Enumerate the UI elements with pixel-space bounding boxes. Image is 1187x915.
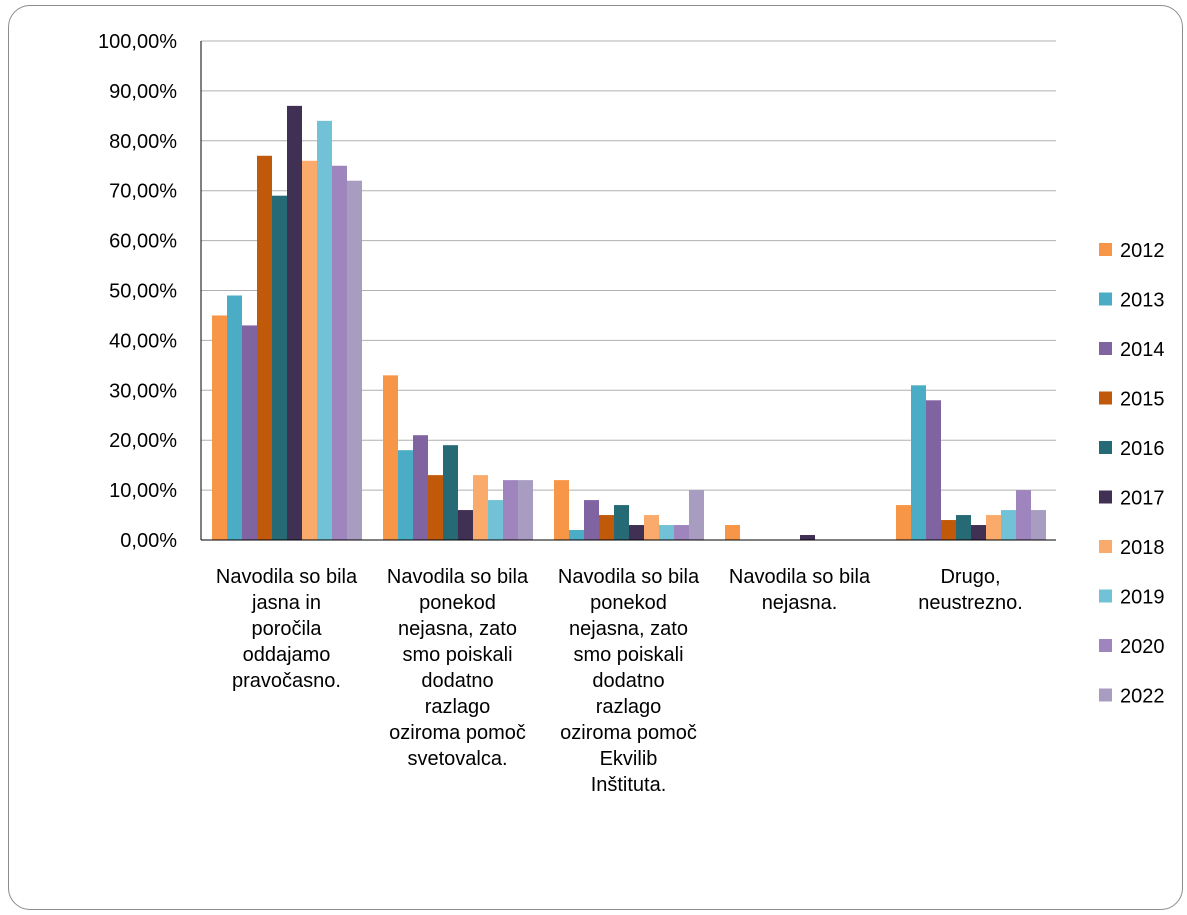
legend-label: 2013 — [1120, 290, 1165, 312]
bars — [212, 105, 1046, 541]
bar-2019 — [317, 120, 332, 540]
y-axis-tick-labels: 0,00% 10,00% 20,00% 30,00% 40,00% 50,00% 60,00… — [98, 31, 177, 552]
bar-2019 — [488, 500, 503, 540]
bar-2016 — [443, 445, 458, 540]
bar-2017 — [971, 525, 986, 540]
bar-2013 — [569, 530, 584, 540]
bar-2014 — [242, 325, 257, 540]
legend-label: 2018 — [1120, 537, 1165, 559]
y-tick-label: 50,00% — [109, 281, 177, 303]
bar-2016 — [614, 505, 629, 540]
bar-2013 — [227, 295, 242, 540]
bar-2018 — [302, 160, 317, 540]
legend-swatch-2019 — [1099, 589, 1112, 603]
bar-2018 — [473, 475, 488, 540]
legend-label: 2020 — [1120, 636, 1165, 658]
y-tick-label: 20,00% — [109, 430, 177, 452]
legend-label: 2019 — [1120, 587, 1165, 609]
bar-2022 — [1031, 510, 1046, 540]
bar-2013 — [911, 385, 926, 540]
category-label: Navodila so bila nejasna. — [729, 566, 871, 614]
legend-swatch-2016 — [1099, 441, 1112, 454]
bar-2012 — [725, 525, 740, 540]
bar-2019 — [659, 525, 674, 540]
bar-2020 — [674, 525, 689, 540]
legend-label: 2014 — [1120, 339, 1165, 361]
bar-2017 — [629, 525, 644, 540]
bar-2016 — [272, 195, 287, 540]
bar-2020 — [1016, 490, 1031, 540]
bar-2022 — [347, 180, 362, 540]
bar-2020 — [332, 165, 347, 540]
bar-2012 — [212, 315, 227, 540]
bar-2022 — [689, 490, 704, 540]
legend-swatch-2018 — [1099, 540, 1112, 553]
category-label: Navodila so bila ponekod nejasna, zato smo … — [558, 566, 700, 796]
bar-2015 — [599, 515, 614, 540]
bar-2017 — [800, 535, 815, 540]
legend: 2012 2013 2014 2015 2016 2017 2018 2019 2020 2022 — [1099, 240, 1165, 708]
legend-swatch-2015 — [1099, 391, 1112, 405]
bar-2016 — [956, 515, 971, 540]
bar-2022 — [518, 480, 533, 540]
y-tick-label: 90,00% — [109, 81, 177, 103]
y-tick-label: 0,00% — [120, 530, 177, 552]
bar-2017 — [458, 510, 473, 540]
bar-2014 — [584, 500, 599, 540]
bar-2017 — [287, 105, 302, 541]
legend-label: 2017 — [1120, 488, 1165, 510]
legend-swatch-2017 — [1099, 490, 1112, 504]
bar-2014 — [926, 400, 941, 540]
bar-2015 — [941, 520, 956, 540]
y-tick-label: 80,00% — [109, 131, 177, 153]
bar-2014 — [413, 435, 428, 540]
bar-2020 — [503, 480, 518, 540]
legend-label: 2022 — [1120, 686, 1165, 708]
legend-label: 2012 — [1120, 240, 1165, 262]
bar-2015 — [257, 155, 272, 540]
axes — [200, 41, 1056, 541]
bar-2019 — [1001, 510, 1016, 540]
bar-2012 — [554, 480, 569, 540]
category-label: Navodila so bila ponekod nejasna, zato smo … — [387, 566, 529, 770]
y-tick-label: 10,00% — [109, 480, 177, 502]
y-tick-label: 30,00% — [109, 380, 177, 402]
bar-2018 — [986, 515, 1001, 540]
legend-swatch-2012 — [1099, 243, 1112, 256]
legend-label: 2016 — [1120, 438, 1165, 460]
bar-2012 — [896, 505, 911, 540]
category-label: Navodila so bila jasna in poročila oddajamo… — [216, 566, 358, 692]
bar-2018 — [644, 515, 659, 540]
y-tick-label: 60,00% — [109, 231, 177, 253]
category-label: Drugo, neustrezno. — [918, 566, 1023, 614]
legend-swatch-2022 — [1099, 688, 1112, 702]
bar-2015 — [428, 475, 443, 540]
bar-2012 — [383, 375, 398, 540]
legend-label: 2015 — [1120, 389, 1165, 411]
chart-frame — [8, 5, 1183, 910]
legend-swatch-2013 — [1099, 292, 1112, 306]
bar-2013 — [398, 450, 413, 540]
legend-swatch-2020 — [1099, 639, 1112, 652]
legend-swatch-2014 — [1099, 342, 1112, 355]
y-tick-label: 70,00% — [109, 181, 177, 203]
category-labels: Navodila so bila jasna in poročila oddajamo… — [216, 566, 1023, 796]
y-tick-label: 100,00% — [98, 31, 177, 53]
y-tick-label: 40,00% — [109, 330, 177, 352]
